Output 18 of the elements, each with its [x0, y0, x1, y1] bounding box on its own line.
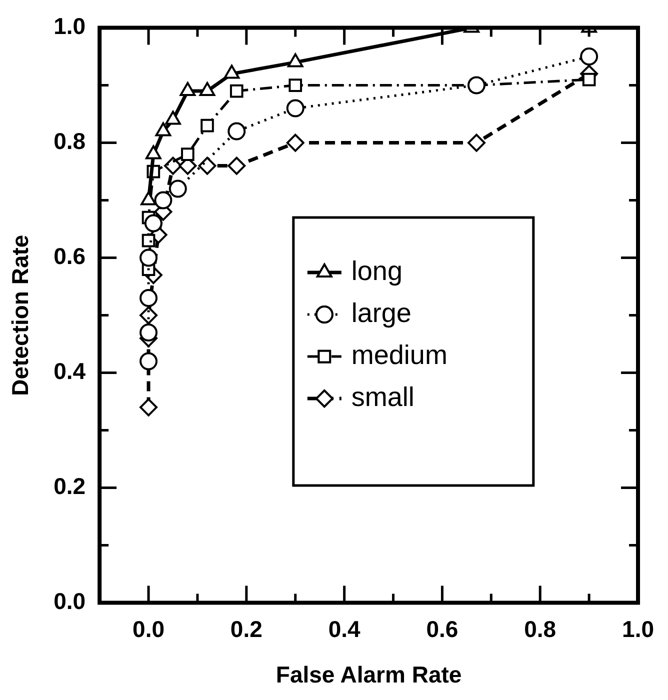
x-tick-label: 0.4	[328, 616, 361, 642]
x-tick-label: 0.6	[426, 616, 458, 642]
y-tick-label: 0.4	[54, 358, 86, 384]
y-tick-label: 0.0	[54, 588, 86, 614]
y-tick-label: 0.6	[54, 243, 86, 270]
legend-label: long	[351, 256, 402, 286]
x-tick-label: 1.0	[622, 616, 654, 642]
x-tick-label: 0.2	[230, 616, 262, 642]
x-axis-title: False Alarm Rate	[276, 662, 462, 688]
y-tick-label: 0.8	[54, 128, 86, 154]
x-tick-label: 0.0	[132, 616, 165, 642]
legend-label: small	[351, 382, 414, 412]
y-tick-label: 0.2	[54, 473, 86, 500]
y-axis-title: Detection Rate	[7, 234, 34, 396]
legend-label: large	[351, 298, 412, 328]
y-tick-label: 1.0	[54, 13, 86, 40]
legend-label: medium	[351, 340, 448, 370]
x-tick-label: 0.8	[524, 616, 556, 642]
